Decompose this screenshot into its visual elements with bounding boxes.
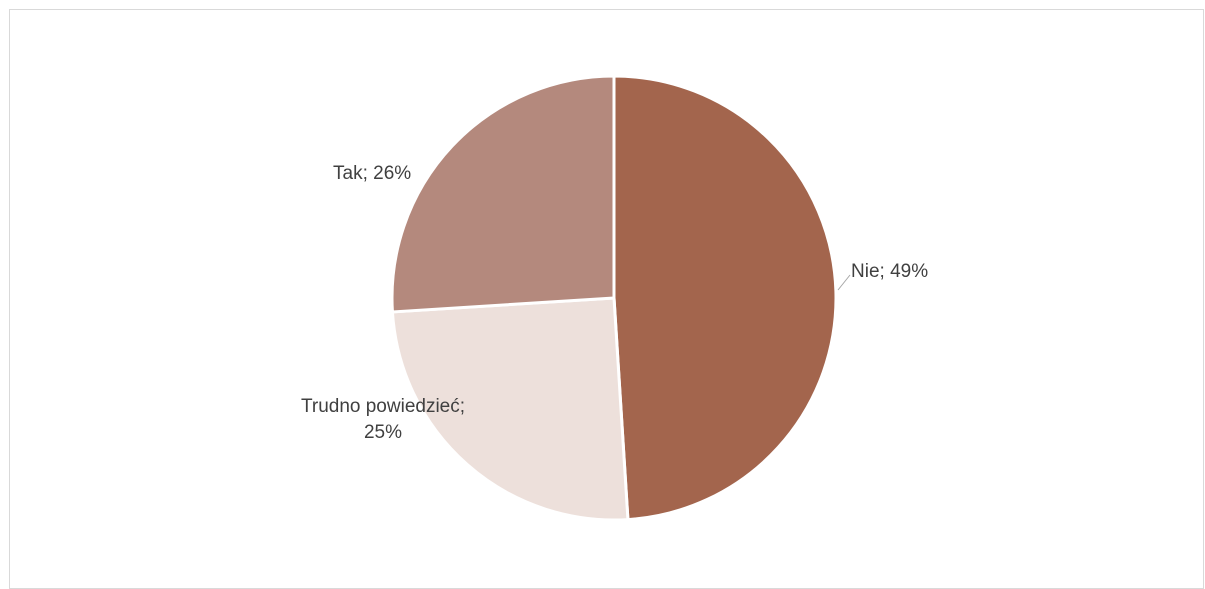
data-label-tak: Tak; 26%	[333, 163, 411, 184]
pie-slice-nie	[612, 74, 838, 522]
pie-slices	[390, 74, 838, 522]
data-label-trudno-line2: 25%	[364, 422, 402, 443]
pie-slice-trudno-powiedzieć	[390, 296, 630, 522]
leader-line-nie	[837, 274, 851, 291]
data-label-nie: Nie; 49%	[851, 261, 928, 282]
data-label-trudno-line1: Trudno powiedzieć;	[301, 396, 465, 417]
pie-slice-tak	[390, 74, 616, 314]
